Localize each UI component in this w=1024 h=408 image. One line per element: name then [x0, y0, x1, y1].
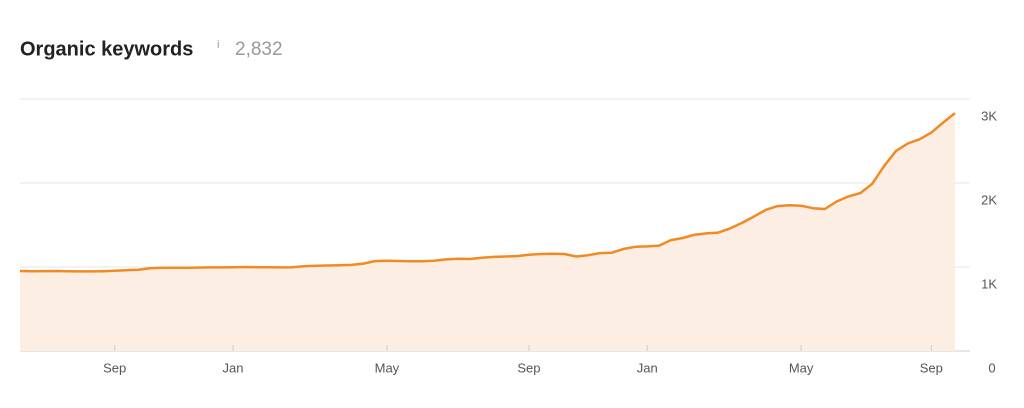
x-tick-label: Sep [517, 360, 540, 375]
keyword-total: 2,832 [235, 39, 283, 60]
info-icon[interactable]: i [217, 39, 219, 51]
x-tick-label: May [789, 360, 814, 375]
x-tick-label: Jan [637, 360, 658, 375]
x-tick-label: Sep [920, 360, 943, 375]
area-fill [20, 113, 955, 351]
y-tick-label: 0 [988, 360, 995, 375]
y-tick-label: 2K [981, 192, 997, 207]
y-tick-label: 1K [981, 276, 997, 291]
chart-title: Organic keywords [20, 38, 193, 60]
y-tick-label: 3K [981, 108, 997, 123]
x-tick-label: May [375, 360, 400, 375]
x-tick-label: Jan [223, 360, 244, 375]
line [19, 112, 956, 273]
x-tick-label: Sep [103, 360, 126, 375]
